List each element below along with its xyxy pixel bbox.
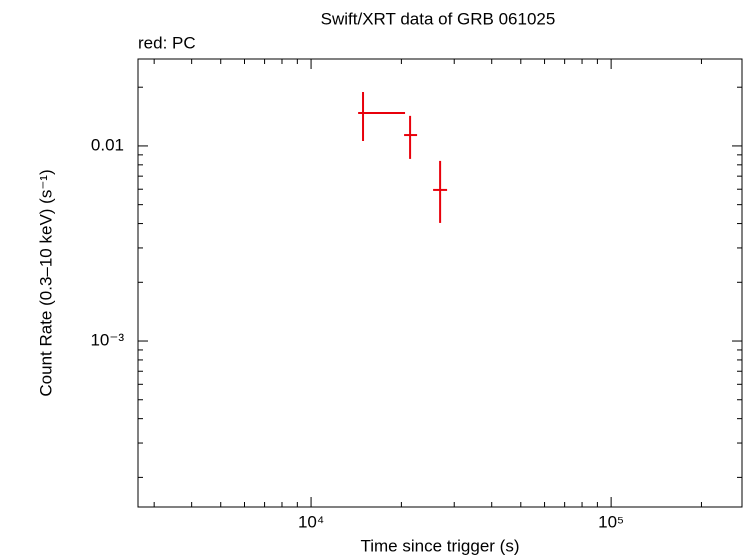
x-tick-label: 10⁴ xyxy=(298,512,324,531)
plot-frame xyxy=(137,58,743,508)
chart-subtitle: red: PC xyxy=(138,33,196,52)
x-tick-label: 10⁵ xyxy=(598,512,624,531)
x-axis-label: Time since trigger (s) xyxy=(360,536,519,555)
y-axis-label: Count Rate (0.3–10 keV) (s⁻¹) xyxy=(36,169,55,396)
chart-title: Swift/XRT data of GRB 061025 xyxy=(321,9,556,28)
y-tick-label: 10⁻³ xyxy=(90,331,124,350)
y-tick-label: 0.01 xyxy=(91,135,124,154)
